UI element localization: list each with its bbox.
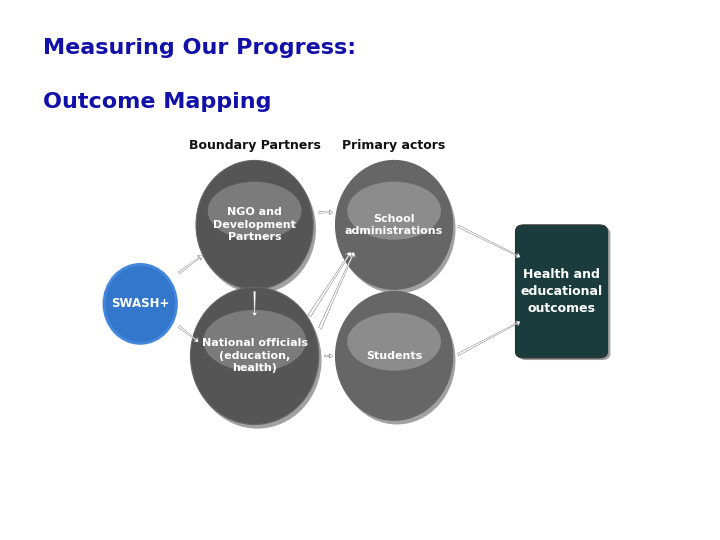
Ellipse shape [338, 295, 456, 424]
FancyBboxPatch shape [518, 227, 611, 360]
Ellipse shape [347, 181, 441, 240]
Ellipse shape [199, 165, 316, 294]
Ellipse shape [336, 292, 453, 420]
Text: Students: Students [366, 351, 422, 361]
FancyBboxPatch shape [516, 225, 608, 358]
Ellipse shape [336, 160, 453, 289]
Ellipse shape [193, 292, 322, 429]
Text: School
administrations: School administrations [345, 214, 444, 236]
Ellipse shape [203, 310, 306, 372]
Text: Measuring Our Progress:: Measuring Our Progress: [43, 38, 356, 58]
Text: National officials
(education,
health): National officials (education, health) [202, 339, 307, 373]
Ellipse shape [104, 265, 176, 343]
Text: Boundary Partners: Boundary Partners [189, 139, 320, 152]
Text: Outcome Mapping: Outcome Mapping [43, 92, 271, 112]
Ellipse shape [347, 313, 441, 370]
Text: SWASH+: SWASH+ [111, 298, 169, 310]
Ellipse shape [338, 165, 456, 294]
Text: Health and
educational
outcomes: Health and educational outcomes [521, 268, 603, 315]
Ellipse shape [196, 160, 313, 289]
Text: NGO and
Development
Partners: NGO and Development Partners [213, 207, 296, 242]
Ellipse shape [190, 287, 319, 424]
Text: Primary actors: Primary actors [343, 139, 446, 152]
Ellipse shape [208, 181, 302, 240]
